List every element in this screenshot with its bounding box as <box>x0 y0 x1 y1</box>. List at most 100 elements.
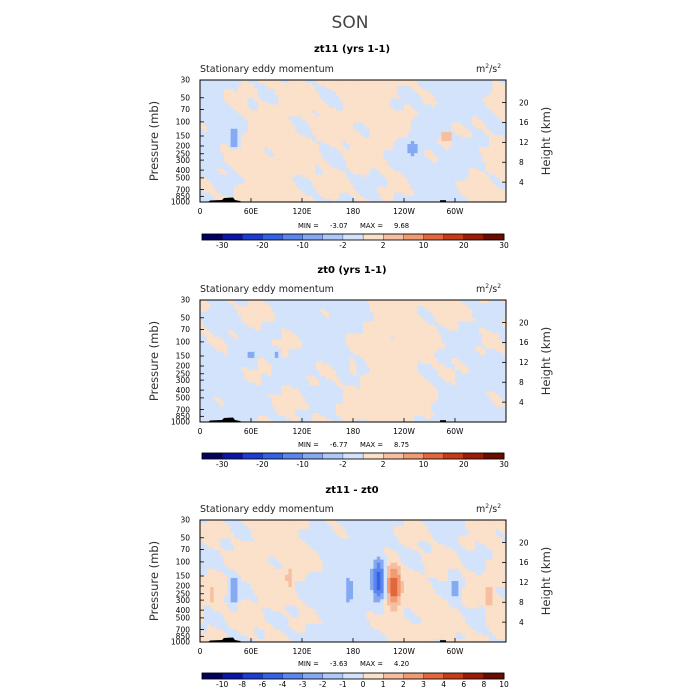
field-cell <box>363 104 367 108</box>
field-cell <box>278 306 282 310</box>
field-cell <box>315 147 320 151</box>
field-cell <box>455 168 459 172</box>
field-cell <box>410 141 415 145</box>
field-cell <box>492 189 497 194</box>
field-cell <box>380 110 384 114</box>
field-cell <box>302 131 306 136</box>
field-cell <box>278 312 282 316</box>
field-cell <box>366 336 371 341</box>
field-cell <box>223 141 228 145</box>
field-cell <box>254 333 259 337</box>
field-cell <box>332 119 337 124</box>
field-cell <box>227 162 231 166</box>
field-cell <box>240 315 245 319</box>
field-cell <box>390 86 395 90</box>
field-cell <box>472 300 476 304</box>
height-axis-label: Height (km) <box>539 107 553 176</box>
field-cell <box>281 122 286 127</box>
field-cell <box>312 83 316 87</box>
field-cell <box>308 168 313 172</box>
field-cell <box>414 171 418 175</box>
field-cell <box>200 89 204 93</box>
field-cell <box>298 309 303 313</box>
field-cell <box>319 162 323 166</box>
field-cell <box>329 134 333 139</box>
field-cell <box>478 321 483 325</box>
field-cell <box>336 336 340 341</box>
field-cell <box>325 192 330 197</box>
field-cell <box>203 324 208 328</box>
field-cell <box>373 312 378 316</box>
field-cell <box>234 192 238 197</box>
field-cell <box>349 315 354 319</box>
field-cell <box>366 300 371 304</box>
field-cell <box>271 183 276 188</box>
field-cell <box>448 300 452 304</box>
field-cell <box>247 336 252 341</box>
field-cell <box>227 303 231 307</box>
field-cell <box>210 80 214 84</box>
field-cell <box>278 80 282 84</box>
field-cell <box>230 116 235 121</box>
field-cell <box>315 183 320 188</box>
field-cell <box>329 303 333 307</box>
field-cell <box>220 318 225 322</box>
field-cell <box>220 165 225 169</box>
field-cell <box>230 131 235 136</box>
field-cell <box>336 303 340 307</box>
field-cell <box>271 125 276 130</box>
field-cell <box>315 95 320 99</box>
field-cell <box>285 119 289 124</box>
field-cell <box>404 339 408 344</box>
field-cell <box>373 128 378 133</box>
field-cell <box>220 113 225 117</box>
field-cell <box>234 128 238 133</box>
field-cell <box>380 134 384 139</box>
field-cell <box>278 116 282 121</box>
field-cell <box>393 159 398 163</box>
field-cell <box>390 125 395 130</box>
field-cell <box>414 119 418 124</box>
field-cell <box>257 324 262 328</box>
field-cell <box>203 171 208 175</box>
field-cell <box>206 174 211 178</box>
field-cell <box>298 165 303 169</box>
field-cell <box>380 186 384 191</box>
field-cell <box>223 183 228 188</box>
field-cell <box>373 168 378 172</box>
field-cell <box>274 89 279 93</box>
field-cell <box>251 171 255 175</box>
field-cell <box>502 174 506 178</box>
field-cell <box>237 159 242 163</box>
field-cell <box>251 86 255 90</box>
field-cell <box>254 110 259 114</box>
field-cell <box>220 95 225 99</box>
field-cell <box>407 189 412 194</box>
field-cell <box>383 86 388 90</box>
field-cell <box>393 309 398 313</box>
field-cell <box>268 144 272 148</box>
field-cell <box>424 86 429 90</box>
field-cell <box>261 83 265 87</box>
field-cell <box>295 86 299 90</box>
field-cell <box>370 309 374 313</box>
field-cell <box>492 333 497 337</box>
field-cell <box>400 98 405 102</box>
field-cell <box>312 318 316 322</box>
field-cell <box>230 141 235 145</box>
field-cell <box>349 189 354 194</box>
field-cell <box>482 306 486 310</box>
field-cell <box>397 168 401 172</box>
field-cell <box>206 303 211 307</box>
field-cell <box>288 98 293 102</box>
field-cell <box>210 318 214 322</box>
field-cell <box>478 330 483 334</box>
field-cell <box>380 198 384 202</box>
field-cell <box>274 180 279 185</box>
field-cell <box>261 168 265 172</box>
field-cell <box>315 318 320 322</box>
field-cell <box>210 116 214 121</box>
field-cell <box>410 189 415 194</box>
field-cell <box>489 309 493 313</box>
field-cell <box>268 321 272 325</box>
